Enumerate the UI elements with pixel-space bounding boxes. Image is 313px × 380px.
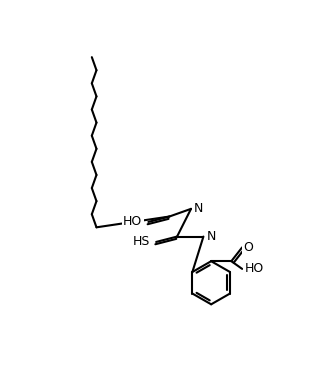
- Text: HO: HO: [123, 215, 142, 228]
- Text: HO: HO: [244, 263, 264, 276]
- Text: N: N: [207, 230, 216, 243]
- Text: N: N: [194, 202, 203, 215]
- Text: HS: HS: [133, 236, 150, 249]
- Text: O: O: [244, 241, 254, 254]
